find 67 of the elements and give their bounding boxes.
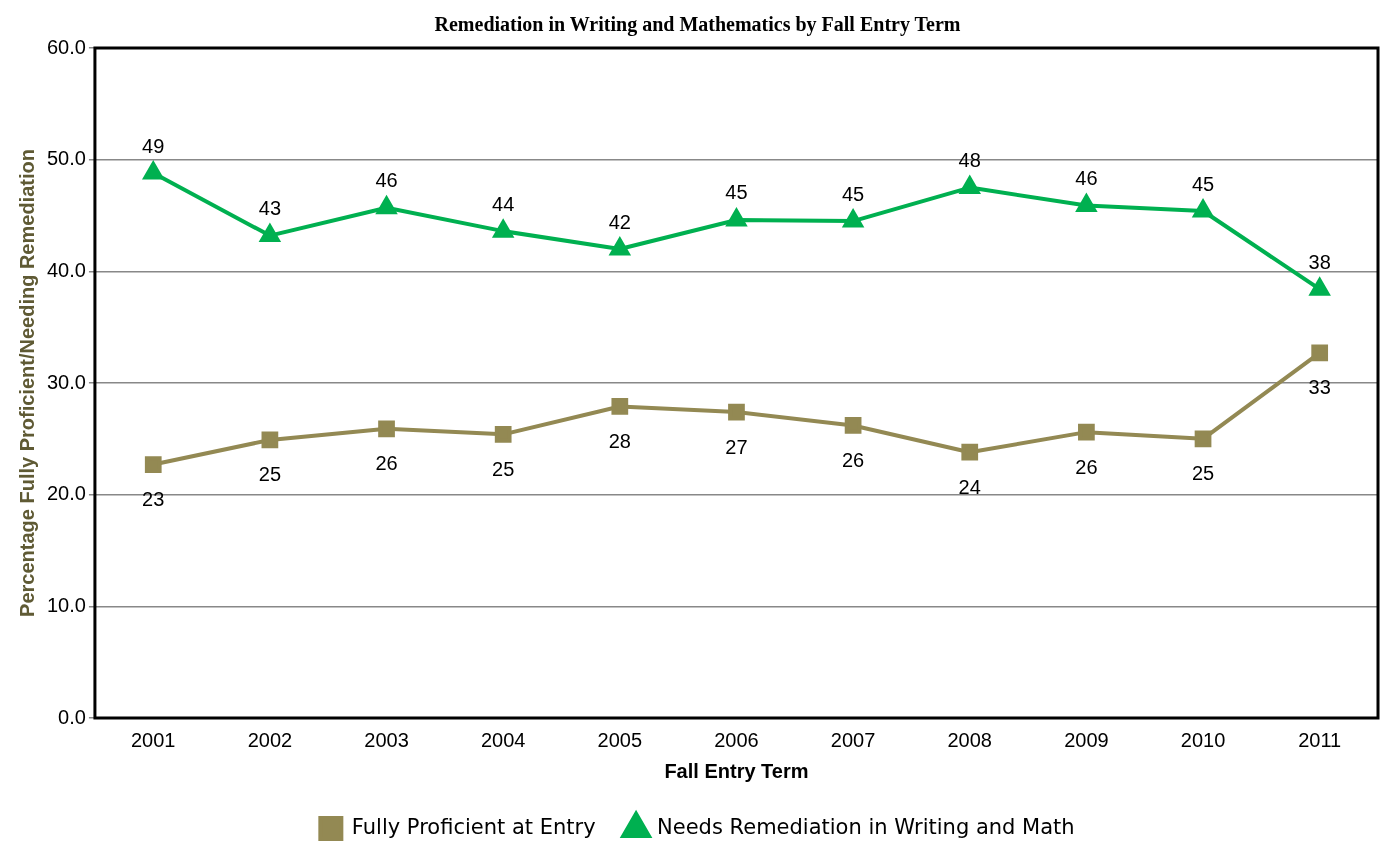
point (1309, 278, 1330, 296)
data-label: 26 (375, 452, 398, 475)
data-label: 42 (608, 210, 631, 233)
point (611, 398, 629, 415)
y-tick-label: 30.0 (46, 370, 86, 393)
x-tick-label: 2009 (1064, 728, 1109, 751)
data-label: 45 (841, 182, 865, 205)
data-label: 26 (841, 448, 865, 471)
point (728, 403, 745, 421)
legend-label: Needs Remediation in Writing and Math (657, 814, 1075, 839)
data-label: 33 (1308, 376, 1331, 399)
point (494, 426, 512, 443)
x-tick-label: 2011 (1298, 728, 1342, 751)
y-tick-label: 10.0 (46, 593, 86, 616)
data-label: 27 (725, 435, 748, 458)
x-tick-label: 2005 (597, 728, 643, 751)
point (961, 443, 979, 461)
y-tick-label: 50.0 (46, 147, 86, 170)
point (143, 162, 164, 180)
y-tick-label: 40.0 (46, 258, 86, 281)
y-tick-label: 60.0 (46, 35, 86, 58)
point (610, 238, 630, 256)
point (958, 174, 981, 195)
data-label: 25 (1191, 462, 1215, 485)
point (1193, 200, 1213, 218)
point (493, 220, 513, 238)
y-axis-title: Percentage Fully Proficient/Needing Remediation (15, 149, 38, 617)
x-tick-label: 2003 (364, 728, 409, 751)
x-tick-label: 2008 (947, 728, 992, 751)
point (1076, 194, 1097, 212)
point (258, 222, 281, 243)
x-tick-label: 2001 (131, 728, 176, 751)
chart-title: Remediation in Writing and Mathematics by Fall Entry Term (434, 13, 961, 37)
data-label: 28 (608, 429, 631, 452)
x-axis-title: Fall Entry Term (664, 759, 809, 782)
data-label: 44 (492, 192, 515, 215)
data-label: 45 (1191, 172, 1215, 195)
data-label: 46 (375, 169, 398, 192)
x-tick-label: 2007 (830, 728, 876, 751)
data-label: 49 (142, 134, 165, 157)
data-label: 25 (492, 457, 515, 480)
data-label: 46 (1075, 166, 1098, 189)
data-label: 43 (258, 197, 282, 220)
data-label: 38 (1308, 250, 1331, 273)
y-tick-label: 20.0 (46, 482, 86, 505)
x-tick-label: 2010 (1180, 728, 1226, 751)
data-label: 24 (958, 475, 981, 498)
data-label: 23 (142, 488, 165, 511)
point (1078, 423, 1095, 441)
y-tick-label: 0.0 (58, 705, 86, 728)
point (843, 210, 863, 228)
point (1194, 430, 1212, 448)
point (144, 456, 162, 473)
data-label: 25 (258, 463, 282, 486)
point (726, 208, 747, 227)
x-tick-label: 2006 (714, 728, 759, 751)
point (375, 194, 398, 215)
legend-label: Fully Proficient at Entry (351, 814, 596, 839)
data-label: 26 (1075, 455, 1098, 478)
point (844, 417, 862, 434)
point (1311, 344, 1329, 362)
x-tick-label: 2004 (480, 728, 526, 751)
point (261, 431, 279, 449)
point (378, 420, 395, 438)
data-label: 48 (958, 149, 981, 172)
data-label: 45 (725, 181, 748, 204)
x-tick-label: 2002 (247, 728, 293, 751)
